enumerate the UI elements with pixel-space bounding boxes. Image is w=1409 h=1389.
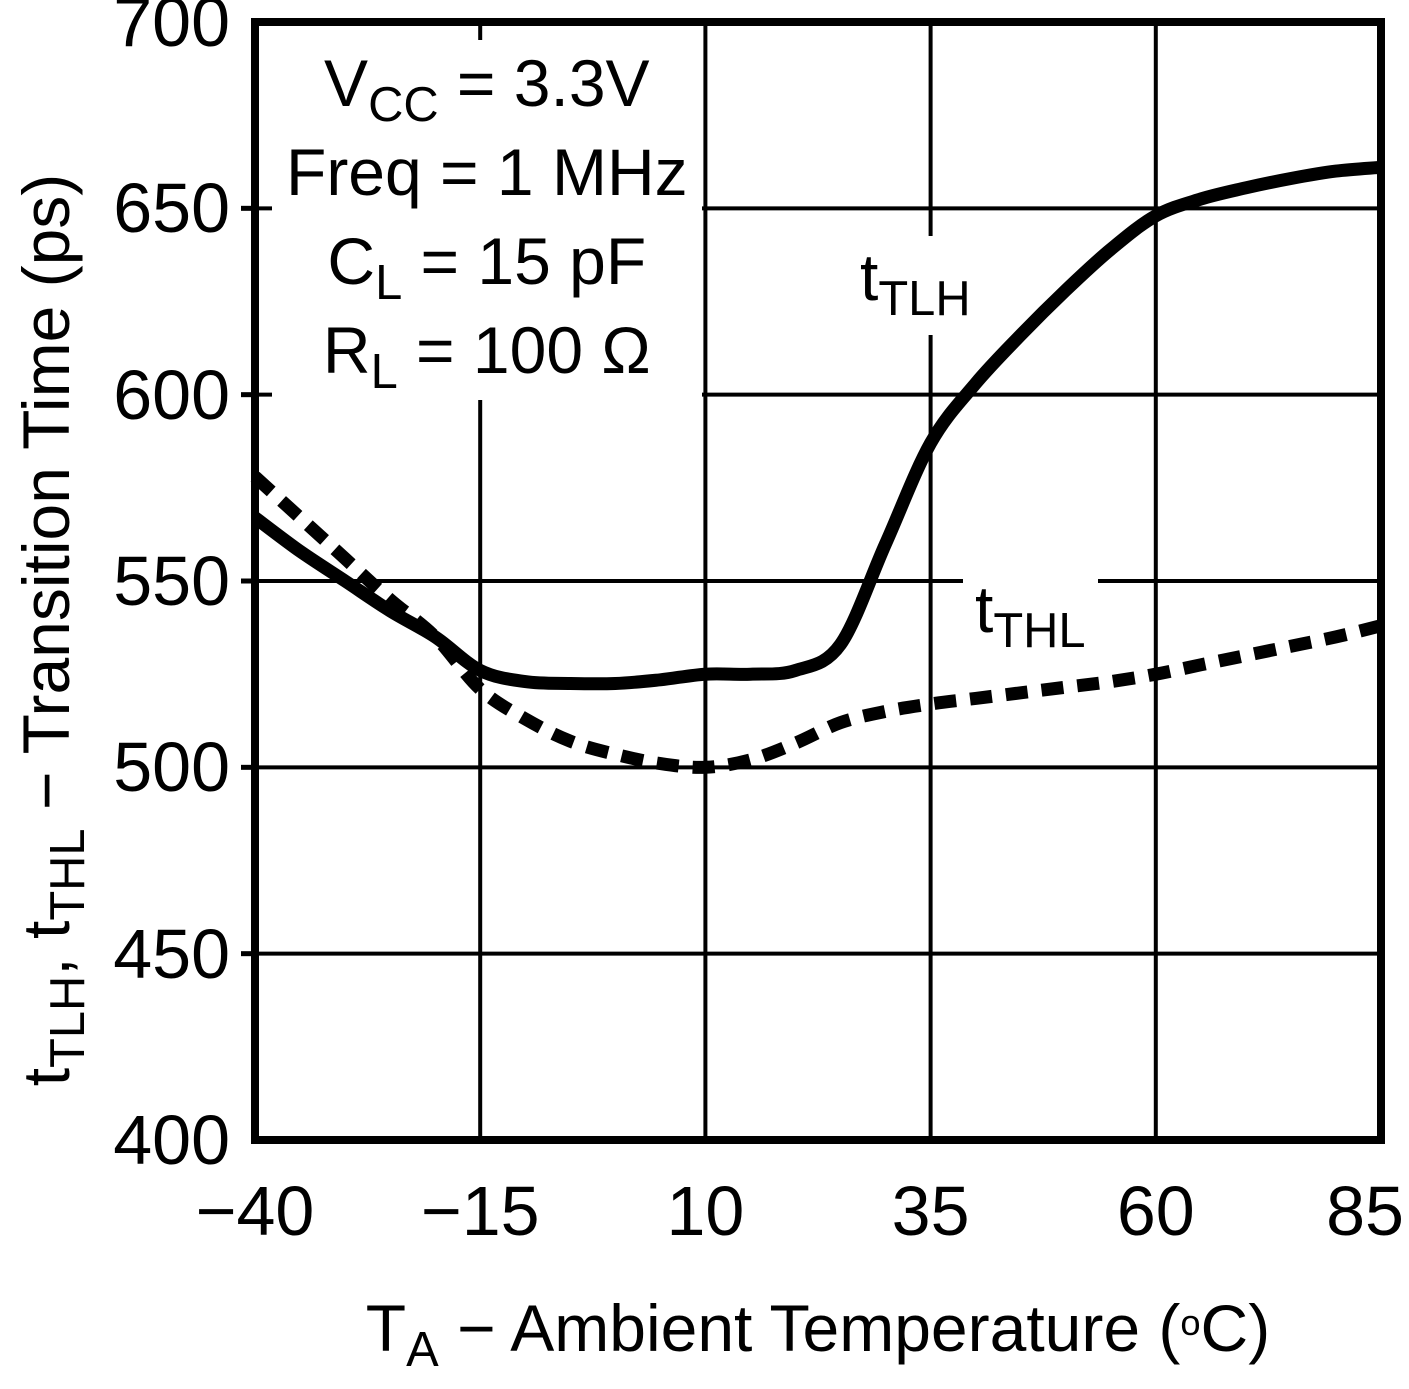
y-tick-label: 450	[113, 914, 230, 993]
x-tick-label: −40	[195, 1172, 315, 1250]
x-tick-label: 10	[666, 1172, 745, 1250]
series-label-ttlh: tTLH	[848, 236, 983, 335]
plot-frame	[251, 18, 1385, 1144]
condition-rl: RL = 100 Ω	[322, 313, 651, 399]
x-tick-label: 60	[1116, 1172, 1195, 1250]
condition-freq: Freq = 1 MHz	[286, 135, 688, 209]
x-tick-label: −15	[420, 1172, 540, 1250]
y-tick-label: 400	[113, 1101, 230, 1179]
condition-cl: CL = 15 pF	[327, 224, 647, 310]
curve-tthl	[250, 471, 1383, 774]
x-tick-label: 35	[891, 1172, 970, 1250]
x-axis-title: TA − Ambient Temperature (oC)	[365, 1291, 1271, 1377]
x-tick-label: 85	[1326, 1172, 1404, 1250]
conditions-annotation: VCC = 3.3V Freq = 1 MHz CL = 15 pF RL = …	[272, 40, 702, 400]
series-label-tthl: tTHL	[963, 568, 1098, 667]
y-tick-label: 600	[113, 355, 230, 434]
y-tick-label: 550	[113, 542, 230, 620]
y-tick-label: 650	[113, 169, 230, 248]
condition-vcc: VCC = 3.3V	[324, 46, 650, 132]
y-tick-label: 500	[113, 728, 230, 807]
y-tick-label: 700	[113, 0, 230, 61]
